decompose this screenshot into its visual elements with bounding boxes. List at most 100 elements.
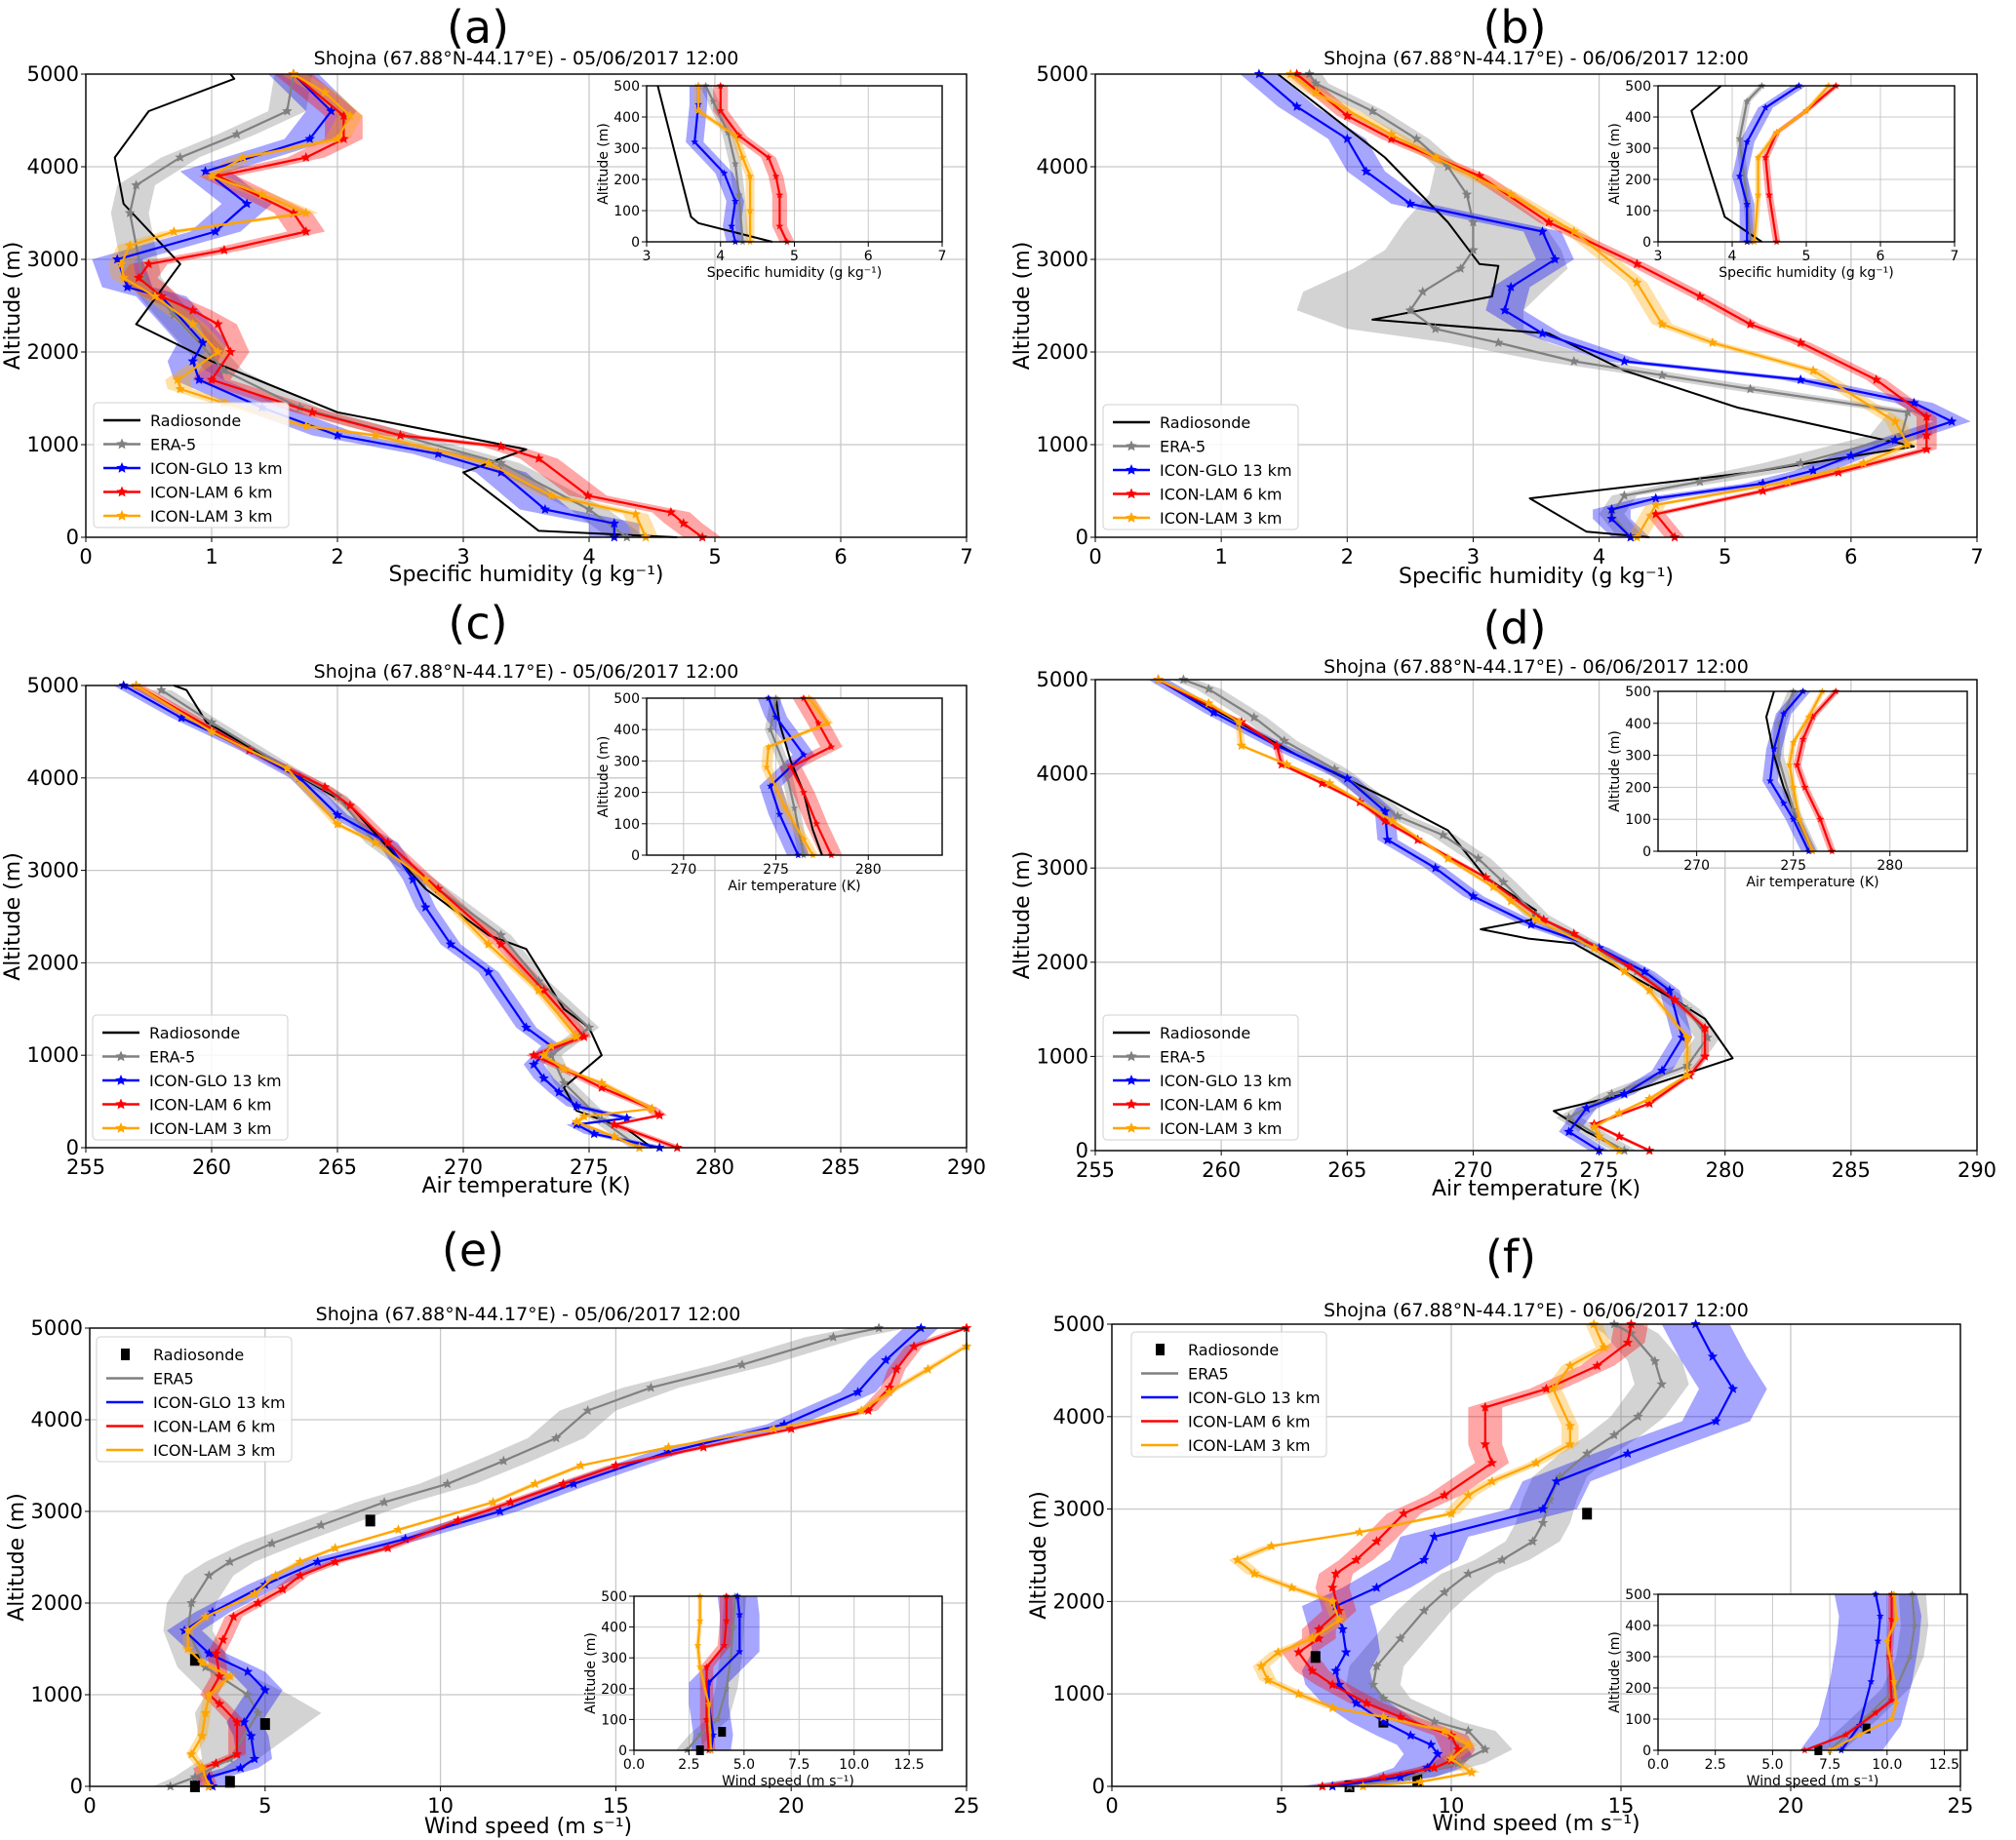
era-marker (1582, 1448, 1593, 1459)
lam6-marker (338, 134, 349, 143)
lam6-marker (344, 800, 356, 810)
x-axis-label: Air temperature (K) (1432, 1177, 1640, 1201)
lam6-marker (596, 1081, 608, 1092)
lam3-marker (1415, 1776, 1426, 1786)
lam3-marker (204, 1689, 215, 1700)
era-line (704, 85, 744, 243)
glo-marker (1656, 1065, 1668, 1076)
x-tick-label: 0 (79, 545, 92, 568)
glo-spread-band (757, 698, 815, 855)
lam6-marker (814, 719, 822, 726)
lam3-marker (1463, 1739, 1474, 1749)
lam3-marker (182, 1625, 193, 1635)
lam6-marker (654, 1110, 665, 1120)
lam3-marker (738, 153, 747, 161)
x-tick-label: 5 (1802, 249, 1811, 264)
lam3-marker (1902, 439, 1914, 450)
era-marker (1745, 383, 1756, 394)
glo-marker (1766, 776, 1774, 785)
lam3-spread-band (693, 86, 755, 242)
lam6-marker (1758, 486, 1768, 495)
era-marker (1418, 1605, 1430, 1616)
y-tick-label: 100 (1625, 204, 1651, 219)
lam3-marker (763, 763, 771, 771)
lam3-marker (647, 1103, 657, 1114)
legend-label-glo: ICON-GLO 13 km (1188, 1389, 1321, 1407)
lam3-marker (746, 172, 754, 179)
glo-marker (176, 712, 187, 723)
era-spread-band (1816, 1594, 1929, 1750)
lam3-line (1753, 85, 1830, 243)
era-marker (1366, 105, 1378, 116)
lam3-marker (1802, 106, 1810, 114)
lam3-marker (1530, 914, 1542, 924)
y-tick-label: 200 (601, 1682, 627, 1698)
axes-frame (85, 73, 968, 538)
glo-marker (246, 1730, 257, 1741)
y-tick-label: 400 (613, 723, 640, 738)
y-axis-label: Altitude (m) (1010, 242, 1035, 371)
legend-label-era: ERA-5 (149, 1048, 195, 1067)
y-tick-label: 2000 (27, 340, 79, 364)
lam3-marker (182, 1643, 193, 1654)
x-tick-label: 270 (444, 1155, 483, 1179)
glo-marker (1342, 134, 1353, 143)
y-tick-label: 400 (601, 1621, 627, 1636)
era-marker (709, 98, 717, 105)
glo-marker (731, 197, 739, 205)
legend-label-glo: ICON-GLO 13 km (150, 459, 283, 478)
radiosonde-point (259, 1718, 270, 1731)
x-tick-label: 270 (671, 862, 697, 878)
era-marker (1681, 1003, 1693, 1014)
glo-marker (1361, 166, 1371, 176)
glo-line (1840, 1593, 1881, 1751)
era-marker (124, 208, 136, 217)
y-tick-label: 100 (613, 204, 640, 219)
glo-marker (1382, 834, 1393, 844)
lam3-marker (1644, 985, 1655, 996)
x-tick-label: 2.5 (1705, 1757, 1726, 1773)
x-tick-label: 6 (1877, 249, 1885, 264)
glo-marker (728, 222, 735, 230)
era-marker (1378, 1693, 1389, 1703)
era-marker (200, 1662, 211, 1672)
glo-marker (852, 1387, 863, 1397)
plot-title: Shojna (67.88°N-44.17°E) - 06/06/2017 12… (1324, 1300, 1749, 1321)
x-axis-label: Specific humidity (g kg⁻¹) (1399, 565, 1674, 589)
lam3-marker (1530, 1457, 1542, 1468)
lam3-marker (1466, 1767, 1478, 1778)
x-tick-label: 0 (1105, 1794, 1118, 1818)
lam3-marker (1439, 1725, 1450, 1736)
era-marker (1204, 684, 1214, 694)
panel-letter: (f) (1485, 1231, 1536, 1283)
lam6-marker (1871, 374, 1881, 384)
legend-label-radiosonde: Radiosonde (150, 411, 241, 430)
x-tick-label: 7.5 (1819, 1757, 1840, 1773)
era-marker (224, 1556, 236, 1567)
era-marker (1656, 1379, 1667, 1390)
x-axis-label: Air temperature (K) (421, 1174, 630, 1198)
glo-marker (1525, 919, 1537, 929)
lam6-spread-band (1761, 86, 1840, 242)
lam6-marker (582, 489, 593, 500)
panel-letter: (a) (447, 1, 509, 54)
era-marker (169, 309, 179, 320)
lam3-marker (1599, 1342, 1609, 1352)
y-tick-label: 1000 (1037, 433, 1088, 456)
y-axis-label: Altitude (m) (1, 242, 25, 371)
lam6-marker (1371, 1536, 1382, 1546)
lam6-marker (609, 1118, 619, 1129)
y-tick-label: 5000 (1037, 668, 1088, 691)
era-marker (695, 1731, 704, 1739)
x-tick-label: 260 (1202, 1158, 1241, 1182)
lam6-marker (665, 506, 677, 517)
axes-frame (1111, 1323, 1961, 1787)
glo-marker (187, 356, 198, 366)
lam6-marker (1800, 783, 1809, 791)
legend-label-glo: ICON-GLO 13 km (1160, 1072, 1292, 1090)
era-marker (1606, 1088, 1617, 1099)
y-tick-label: 400 (1625, 110, 1651, 126)
era-marker (723, 1684, 731, 1692)
lam6-spread-band (1154, 680, 1709, 1151)
lam6-marker (558, 1478, 569, 1489)
